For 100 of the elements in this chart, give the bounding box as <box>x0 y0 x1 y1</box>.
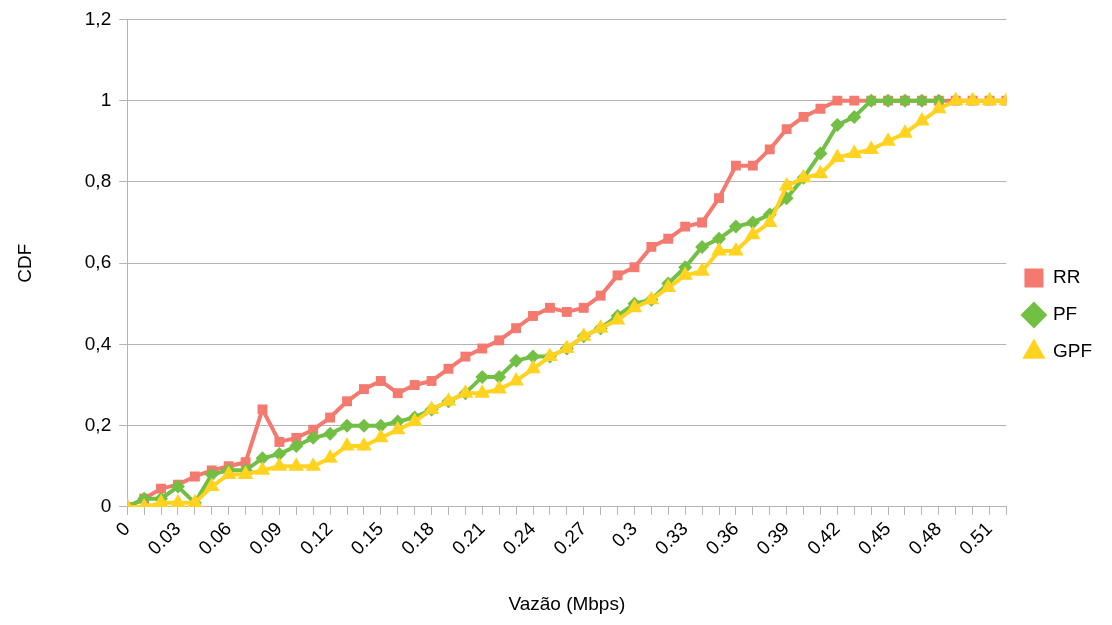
point <box>373 418 388 433</box>
point <box>595 290 606 301</box>
point <box>697 217 708 228</box>
point <box>305 457 321 471</box>
legend-label: GPF <box>1052 340 1092 362</box>
y-tick-label: 0,4 <box>84 332 112 354</box>
point <box>375 376 386 386</box>
point <box>342 396 352 407</box>
x-tick-label: 0.18 <box>397 517 439 559</box>
point <box>832 95 843 106</box>
legend-label: RR <box>1052 266 1081 288</box>
point <box>323 426 338 441</box>
y-tick-label: 0,2 <box>84 413 112 435</box>
point <box>474 384 491 398</box>
point <box>509 353 524 368</box>
point <box>356 418 371 433</box>
point <box>781 124 792 135</box>
x-tick-label: 0.51 <box>955 517 997 559</box>
point <box>745 215 760 230</box>
point <box>306 430 321 445</box>
point <box>409 380 420 390</box>
point <box>373 428 389 443</box>
point <box>511 323 522 334</box>
point <box>761 213 778 228</box>
x-tick-label: 0.09 <box>244 517 286 559</box>
x-tick-label: 0.21 <box>447 517 489 559</box>
point <box>203 477 220 492</box>
point <box>815 103 826 114</box>
point <box>646 241 657 252</box>
point <box>677 266 693 280</box>
point <box>728 241 744 256</box>
point <box>477 343 488 354</box>
point <box>170 479 185 494</box>
point <box>830 118 845 133</box>
point <box>494 335 505 346</box>
x-tick-label: 0.33 <box>650 517 692 559</box>
legend-label: PF <box>1052 303 1078 325</box>
point <box>578 302 589 313</box>
x-axis-title: Vazão (Mbps) <box>508 592 626 614</box>
x-tick-label: 0.03 <box>143 517 185 559</box>
point <box>255 451 270 466</box>
point <box>914 111 930 126</box>
point <box>730 160 741 171</box>
x-tick-label: 0.12 <box>295 517 337 559</box>
point <box>880 132 896 146</box>
x-tick-label: 0.24 <box>498 517 540 559</box>
x-tick-label: 0.48 <box>904 517 946 559</box>
point <box>189 471 200 482</box>
point <box>629 262 640 273</box>
point <box>475 369 490 384</box>
point <box>491 380 507 394</box>
point <box>897 124 913 138</box>
x-tick-label: 0.36 <box>701 517 743 559</box>
point <box>274 436 285 447</box>
y-tick-label: 1,2 <box>84 7 112 29</box>
point <box>271 457 288 471</box>
point <box>612 270 623 281</box>
point <box>340 418 355 433</box>
x-tick-label: 0.42 <box>802 517 844 559</box>
point <box>931 99 947 114</box>
point <box>460 351 471 362</box>
point <box>947 91 964 106</box>
point <box>694 262 710 276</box>
point <box>812 164 829 179</box>
point <box>544 302 555 313</box>
x-tick-label: 0.06 <box>194 517 236 559</box>
point <box>288 457 305 471</box>
point <box>745 225 761 240</box>
point <box>358 384 369 395</box>
point <box>392 388 403 399</box>
point <box>528 311 538 321</box>
point <box>798 111 809 122</box>
point <box>695 239 710 254</box>
point <box>289 438 304 453</box>
point <box>254 461 271 475</box>
point <box>525 359 541 374</box>
point <box>711 241 727 256</box>
point <box>849 95 860 106</box>
point <box>847 109 862 124</box>
point <box>712 231 726 246</box>
point <box>561 306 572 317</box>
point <box>492 369 507 384</box>
point <box>714 193 724 204</box>
point <box>846 144 863 158</box>
y-axis-title: CDF <box>13 243 35 283</box>
point <box>778 176 795 191</box>
point <box>426 376 437 386</box>
point <box>156 483 166 494</box>
point <box>526 349 541 364</box>
x-tick-label: 0.3 <box>607 517 641 552</box>
y-tick-label: 1 <box>100 88 112 110</box>
point <box>325 412 336 423</box>
x-tick-label: 0.15 <box>346 517 388 559</box>
point <box>204 467 219 482</box>
point <box>829 148 846 163</box>
x-tick-label: 0.39 <box>752 517 794 559</box>
point <box>356 436 372 451</box>
point <box>981 91 998 106</box>
point <box>663 233 674 244</box>
point <box>813 146 828 161</box>
